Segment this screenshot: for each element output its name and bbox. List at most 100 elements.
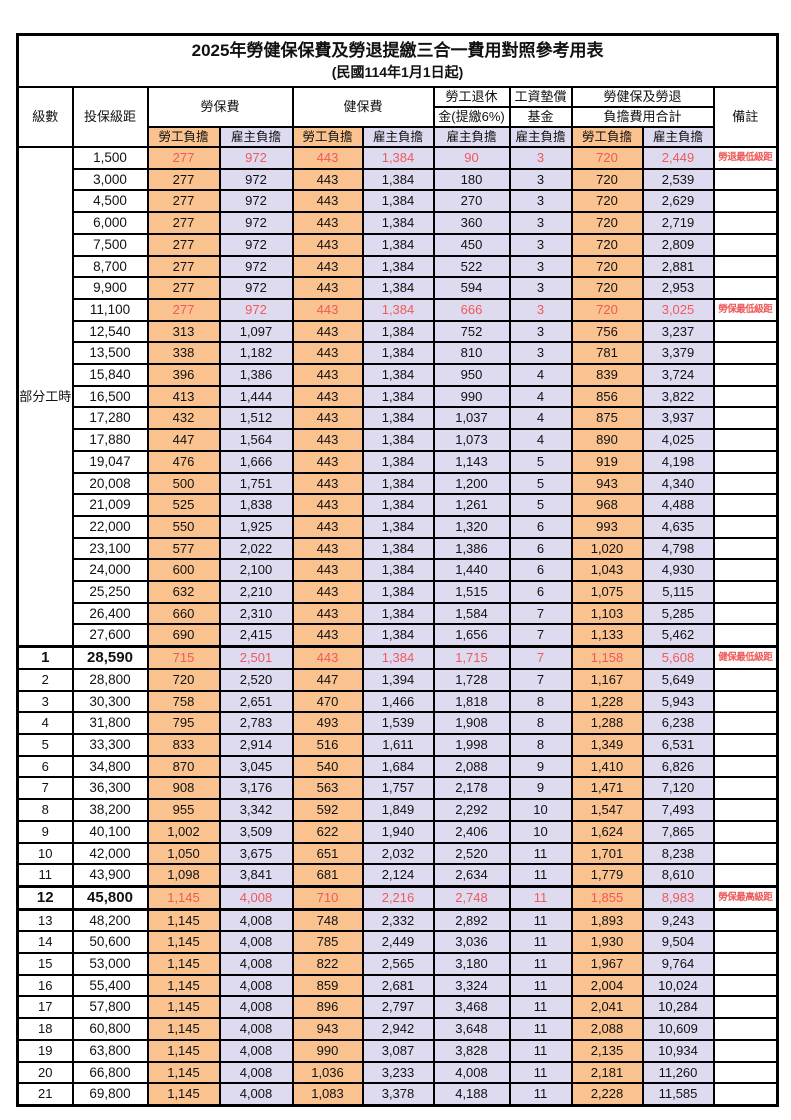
health-insurance-employee-cell: 443 [291,363,364,387]
remark-cell [712,536,779,561]
health-insurance-employer-cell: 1,384 [361,471,435,496]
total-employee-cell: 1,288 [570,711,644,735]
bracket-cell: 6,000 [71,211,149,235]
total-employer-cell: 11,585 [641,1082,715,1107]
level-cell: 14 [16,930,74,955]
health-insurance-employee-cell: 710 [291,884,364,911]
health-insurance-employer-cell: 1,384 [361,580,435,604]
col-header-remark: 備註 [712,86,779,148]
col-header-labor-insurance: 勞保費 [146,86,294,128]
health-insurance-employer-cell: 1,384 [361,601,435,626]
total-employer-cell: 4,340 [641,471,715,496]
total-employee-cell: 993 [570,514,644,539]
wage-fund-employer-cell: 11 [508,1038,573,1063]
bracket-cell: 24,000 [71,558,149,583]
col-header-wage-fund-line2: 基金 [508,106,573,128]
labor-insurance-employee-cell: 833 [146,732,221,757]
level-cell: 8 [16,798,74,822]
labor-insurance-employer-cell: 972 [218,167,294,192]
labor-insurance-employer-cell: 4,008 [218,908,294,933]
col-header-health-insurance: 健保費 [291,86,435,128]
pension-employer-cell: 2,088 [432,754,511,779]
health-insurance-employer-cell: 1,384 [361,232,435,257]
labor-insurance-employee-cell: 690 [146,623,221,648]
health-insurance-employee-cell: 443 [291,167,364,192]
health-insurance-employee-cell: 443 [291,384,364,409]
pension-employer-cell: 270 [432,189,511,214]
remark-cell: 健保最低級距 [712,645,779,670]
table-row: 6,000 277 972 443 1,384 360 3 720 2,719 [18,211,779,235]
total-employer-cell: 10,934 [641,1038,715,1063]
health-insurance-employer-cell: 1,384 [361,558,435,583]
wage-fund-employer-cell: 11 [508,930,573,955]
total-employer-cell: 3,379 [641,341,715,366]
total-employer-cell: 5,608 [641,645,715,670]
pension-employer-cell: 4,188 [432,1082,511,1107]
total-employer-cell: 6,531 [641,732,715,757]
bracket-cell: 1,500 [71,146,149,170]
bracket-cell: 63,800 [71,1038,149,1063]
table-row: 22,000 550 1,925 443 1,384 1,320 6 993 4,635 [18,514,779,539]
labor-insurance-employer-cell: 972 [218,232,294,257]
bracket-cell: 31,800 [71,711,149,735]
remark-cell [712,601,779,626]
level-cell: 12 [16,884,74,911]
health-insurance-employee-cell: 470 [291,689,364,714]
health-insurance-employee-cell: 748 [291,908,364,933]
health-insurance-employer-cell: 1,384 [361,493,435,517]
subheader-labor-employee: 勞工負擔 [146,126,221,148]
total-employer-cell: 3,724 [641,363,715,387]
health-insurance-employee-cell: 443 [291,297,364,322]
remark-cell [712,384,779,409]
labor-insurance-employee-cell: 447 [146,428,221,452]
wage-fund-employer-cell: 5 [508,471,573,496]
bracket-cell: 69,800 [71,1082,149,1107]
subheader-pension-employer: 雇主負擔 [432,126,511,148]
total-employee-cell: 1,893 [570,908,644,933]
labor-insurance-employee-cell: 432 [146,406,221,431]
total-employer-cell: 2,449 [641,146,715,170]
remark-cell [712,973,779,998]
total-employer-cell: 3,237 [641,319,715,344]
labor-insurance-employer-cell: 972 [218,189,294,214]
total-employer-cell: 5,462 [641,623,715,648]
remark-cell [712,1082,779,1107]
table-row: 20,008 500 1,751 443 1,384 1,200 5 943 4,340 [18,471,779,496]
labor-insurance-employee-cell: 955 [146,798,221,822]
labor-insurance-employer-cell: 4,008 [218,1038,294,1063]
health-insurance-employer-cell: 2,449 [361,930,435,955]
bracket-cell: 48,200 [71,908,149,933]
total-employee-cell: 2,135 [570,1038,644,1063]
level-cell: 16 [16,973,74,998]
table-row: 17,880 447 1,564 443 1,384 1,073 4 890 4,025 [18,428,779,452]
table-row: 12 45,800 1,145 4,008 710 2,216 2,748 11 1,855 8,… [16,884,779,911]
bracket-cell: 16,500 [71,384,149,409]
health-insurance-employee-cell: 943 [291,1017,364,1041]
health-insurance-employer-cell: 1,384 [361,189,435,214]
pension-employer-cell: 1,200 [432,471,511,496]
health-insurance-employee-cell: 443 [291,189,364,214]
wage-fund-employer-cell: 11 [508,841,573,866]
wage-fund-employer-cell: 8 [508,711,573,735]
total-employee-cell: 720 [570,297,644,322]
labor-insurance-employee-cell: 525 [146,493,221,517]
health-insurance-employee-cell: 443 [291,471,364,496]
total-employer-cell: 2,539 [641,167,715,192]
total-employee-cell: 720 [570,211,644,235]
health-insurance-employer-cell: 1,757 [361,776,435,801]
pension-employer-cell: 3,180 [432,952,511,976]
labor-insurance-employee-cell: 1,145 [146,1017,221,1041]
subheader-total-employee: 勞工負擔 [570,126,644,148]
labor-insurance-employee-cell: 277 [146,232,221,257]
pension-employer-cell: 594 [432,276,511,300]
labor-insurance-employee-cell: 1,145 [146,930,221,955]
health-insurance-employer-cell: 1,384 [361,254,435,279]
table-row: 8 38,200 955 3,342 592 1,849 2,292 10 1,547 7,493 [16,798,779,822]
health-insurance-employee-cell: 990 [291,1038,364,1063]
table-row: 6 34,800 870 3,045 540 1,684 2,088 9 1,410 6,826 [16,754,779,779]
col-header-pension-line1: 勞工退休 [432,86,511,108]
table-row: 16,500 413 1,444 443 1,384 990 4 856 3,822 [18,384,779,409]
total-employer-cell: 10,284 [641,995,715,1020]
pension-employer-cell: 1,440 [432,558,511,583]
total-employer-cell: 8,238 [641,841,715,866]
